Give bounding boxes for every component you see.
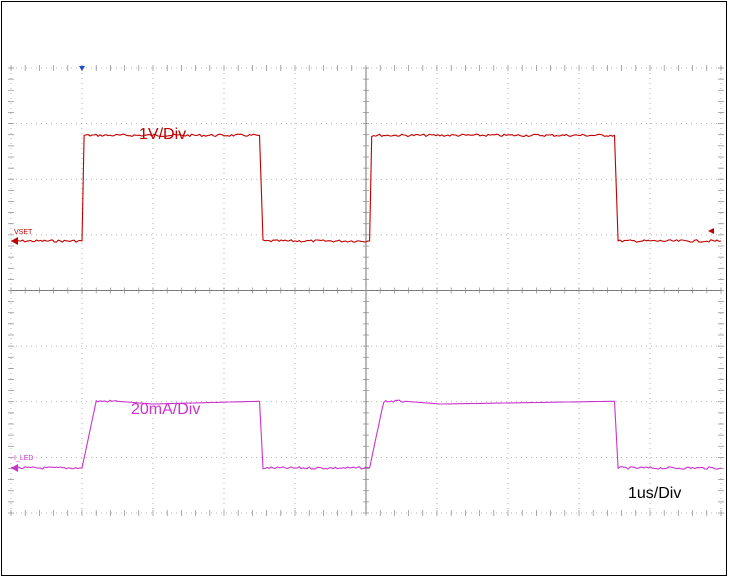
traces: [10, 133, 722, 470]
channel-markers: [11, 66, 714, 472]
trace-i-led: [10, 399, 722, 470]
vset-scale-label: 1V/Div: [139, 126, 186, 143]
trigger-level-marker: [708, 228, 714, 234]
graticule: [8, 65, 724, 516]
channel-ground-marker: [11, 464, 18, 472]
trace-vset: [10, 133, 722, 243]
channel-ground-marker: [11, 237, 18, 245]
timebase-label: 1us/Div: [628, 485, 681, 502]
trigger-position-marker: [79, 66, 85, 71]
iled-channel-tag: I_LED: [14, 455, 33, 462]
iled-scale-label: 20mA/Div: [131, 401, 200, 418]
vset-channel-tag: VSET: [14, 229, 33, 236]
